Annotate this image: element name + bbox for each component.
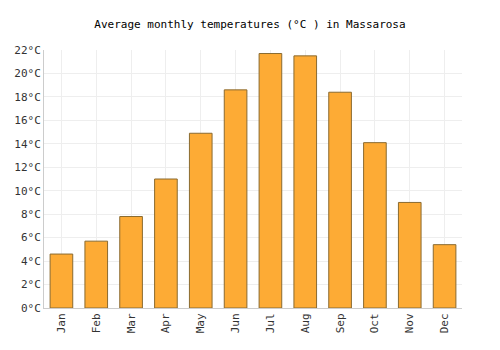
svg-text:Jan: Jan (55, 313, 68, 333)
svg-text:Oct: Oct (368, 313, 381, 333)
svg-text:Average monthly temperatures (: Average monthly temperatures (°C ) in Ma… (94, 18, 405, 31)
svg-text:12°C: 12°C (14, 161, 41, 174)
svg-text:Apr: Apr (159, 313, 172, 333)
svg-text:Dec: Dec (438, 313, 451, 333)
svg-text:8°C: 8°C (21, 208, 41, 221)
svg-text:Nov: Nov (403, 313, 416, 333)
svg-text:Aug: Aug (299, 313, 312, 333)
svg-text:0°C: 0°C (21, 302, 41, 315)
svg-text:Jun: Jun (229, 313, 242, 333)
svg-text:Jul: Jul (264, 313, 277, 333)
svg-text:Sep: Sep (334, 313, 347, 333)
svg-text:6°C: 6°C (21, 231, 41, 244)
svg-text:2°C: 2°C (21, 278, 41, 291)
svg-text:May: May (194, 313, 207, 333)
svg-text:Feb: Feb (90, 313, 103, 333)
svg-text:16°C: 16°C (14, 114, 41, 127)
svg-text:14°C: 14°C (14, 138, 41, 151)
svg-text:10°C: 10°C (14, 185, 41, 198)
svg-text:22°C: 22°C (14, 44, 41, 57)
svg-text:4°C: 4°C (21, 255, 41, 268)
svg-text:18°C: 18°C (14, 91, 41, 104)
svg-text:Mar: Mar (125, 313, 138, 333)
svg-text:20°C: 20°C (14, 67, 41, 80)
